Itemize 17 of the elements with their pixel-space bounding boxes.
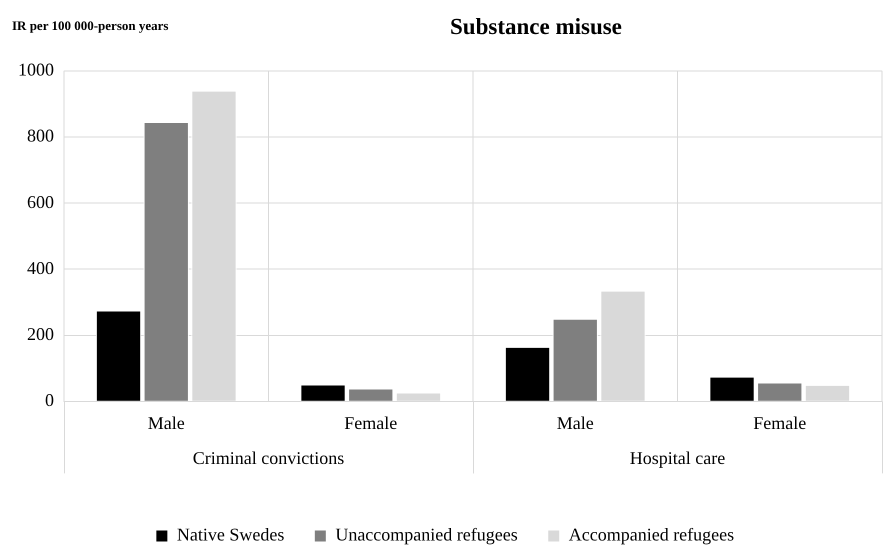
chart-title: Substance misuse bbox=[450, 14, 622, 40]
y-tick-label: 600 bbox=[27, 192, 54, 212]
x-tick-label: Female bbox=[344, 412, 398, 433]
x-tick-label: Male bbox=[148, 412, 185, 433]
y-tick-label: 200 bbox=[27, 324, 54, 344]
x-tick-label: Female bbox=[753, 412, 806, 433]
y-tick-label: 800 bbox=[27, 126, 54, 146]
text: Hospital care bbox=[630, 448, 726, 468]
legend-label: Native Swedes bbox=[176, 524, 284, 545]
legend-label: Unaccompanied refugees bbox=[335, 524, 518, 545]
y-tick-label: 400 bbox=[27, 258, 54, 278]
x-tick-label: Male bbox=[556, 412, 594, 433]
y-tick-label: 1000 bbox=[18, 60, 54, 80]
legend-label: Accompanied refugees bbox=[568, 524, 734, 545]
y-axis-title: IR per 100 000-person years bbox=[12, 18, 168, 34]
text: Criminal convictions bbox=[192, 448, 344, 468]
y-tick-label: 0 bbox=[45, 390, 54, 410]
